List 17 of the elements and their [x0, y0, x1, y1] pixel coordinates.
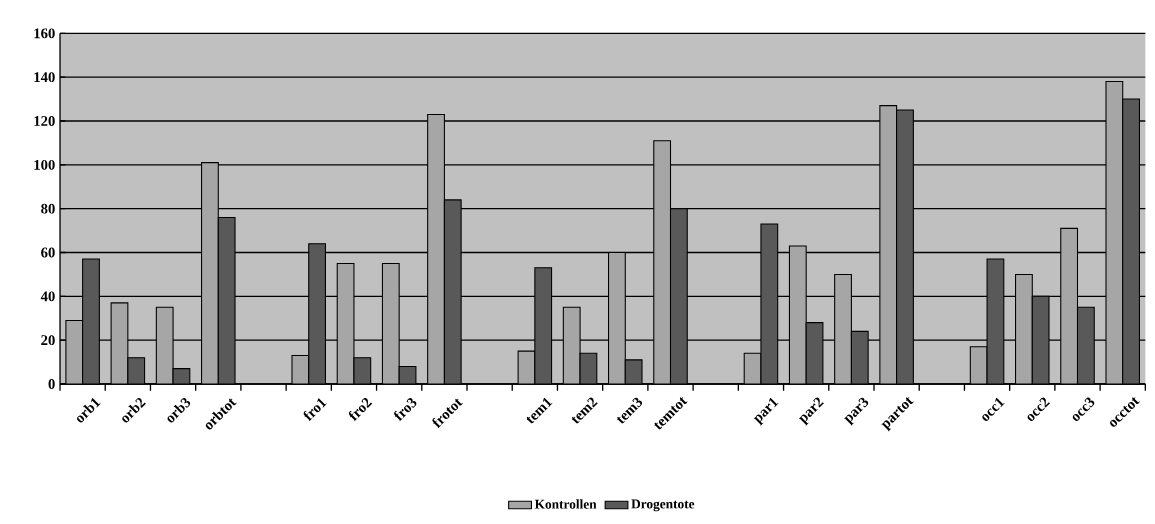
- legend-label: Kontrollen: [534, 499, 597, 509]
- y-tick-label: 20: [41, 335, 55, 346]
- legend-label: Drogentote: [631, 499, 695, 512]
- x-tick-label: occ3: [1072, 397, 1095, 421]
- y-tick-label: 140: [34, 72, 55, 83]
- y-tick-label: 100: [34, 159, 55, 170]
- x-tick-label: fro3: [394, 398, 417, 422]
- x-tick-label: occ1: [982, 397, 1005, 421]
- y-tick-label: 160: [34, 28, 55, 39]
- y-tick-label: 80: [41, 203, 55, 214]
- x-tick-label: fro2: [348, 398, 373, 422]
- y-tick-label: 40: [40, 291, 55, 302]
- x-tick-label: occ2: [1027, 397, 1050, 421]
- x-tick-label: fro1: [303, 398, 327, 422]
- y-tick-label: 120: [34, 116, 55, 126]
- y-tick-label: 0: [48, 379, 55, 389]
- y-tick-label: 60: [41, 247, 55, 258]
